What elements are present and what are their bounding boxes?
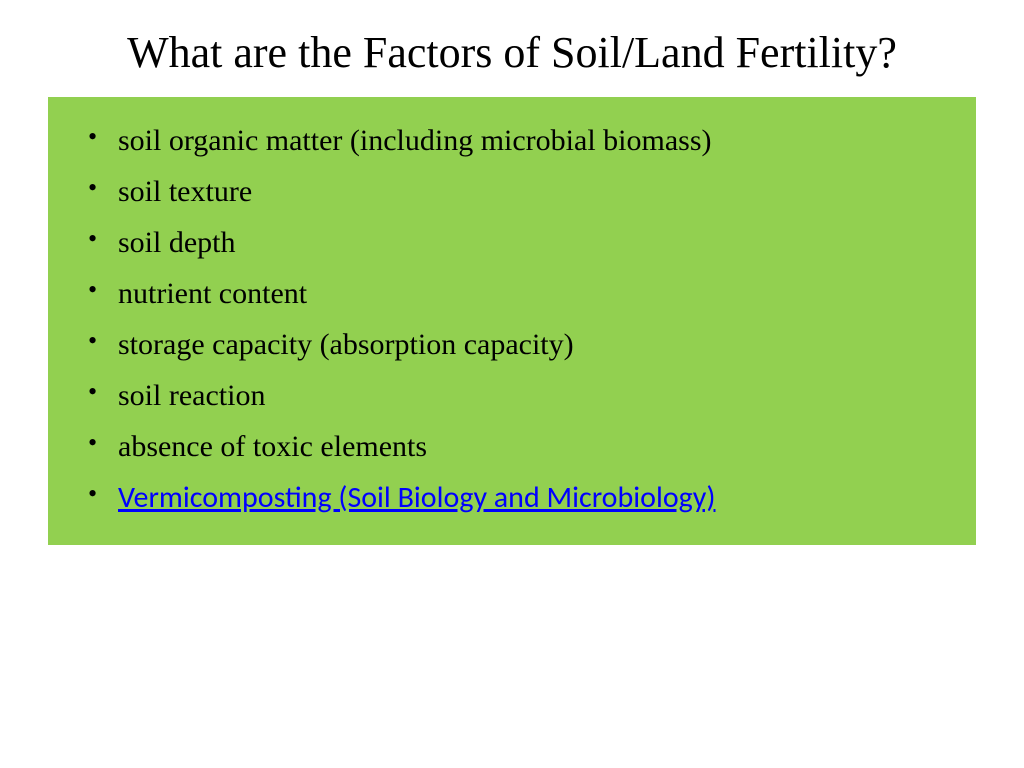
list-item: soil organic matter (including microbial… (58, 115, 966, 166)
list-item: soil depth (58, 217, 966, 268)
list-item-link[interactable]: Vermicomposting (Soil Biology and Microb… (118, 479, 715, 516)
slide-container: What are the Factors of Soil/Land Fertil… (0, 0, 1024, 768)
list-item: soil texture (58, 166, 966, 217)
list-item: absence of toxic elements (58, 421, 966, 472)
content-box: soil organic matter (including microbial… (48, 97, 976, 545)
list-item: nutrient content (58, 268, 966, 319)
list-item: Vermicomposting (Soil Biology and Microb… (58, 472, 966, 523)
list-item-text: storage capacity (absorption capacity) (118, 328, 574, 361)
bullet-list: soil organic matter (including microbial… (58, 115, 966, 523)
list-item-text: soil reaction (118, 379, 265, 412)
list-item-text: nutrient content (118, 277, 307, 310)
list-item: soil reaction (58, 370, 966, 421)
list-item-text: soil organic matter (including microbial… (118, 124, 711, 157)
list-item-text: absence of toxic elements (118, 430, 427, 463)
list-item-text: soil texture (118, 175, 252, 208)
list-item: storage capacity (absorption capacity) (58, 319, 966, 370)
list-item-text: soil depth (118, 226, 236, 259)
slide-title: What are the Factors of Soil/Land Fertil… (48, 28, 976, 79)
